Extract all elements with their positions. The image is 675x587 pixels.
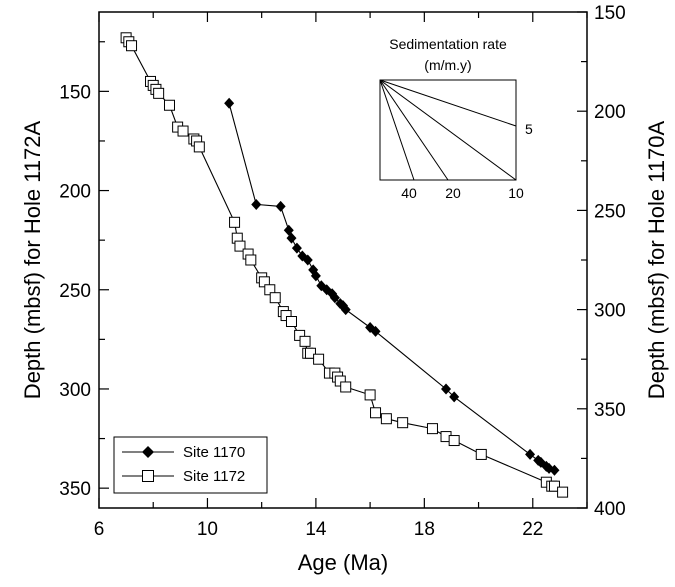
rate-line-20 [379,79,449,181]
data-point-site-1172 [126,40,138,52]
legend-label-site-1172: Site 1172 [183,468,245,485]
data-point-site-1170 [329,292,340,304]
x-tick-label: 10 [197,519,218,540]
y-left-tick-label: 300 [59,380,91,401]
data-point-site-1170 [275,200,286,212]
data-point-site-1172 [370,407,382,419]
data-point-site-1172 [364,389,376,401]
series-line-site-1172 [125,37,563,493]
inset-title-line2: (m/m.y) [424,57,471,73]
rate-label-10: 10 [508,185,524,201]
data-point-site-1172 [380,413,392,425]
y-right-tick-label: 250 [594,201,626,222]
data-point-site-1170 [340,304,351,316]
y-right-tick-label: 300 [594,301,626,322]
sedimentation-rate-inset: Sedimentation rate (m/m.y) 5 40 20 10 [379,36,533,201]
data-point-site-1170 [549,464,560,476]
data-point-site-1170 [224,97,235,109]
rate-line-40 [379,79,415,181]
series-layer [120,32,569,498]
data-point-site-1172 [397,417,409,429]
rate-label-5: 5 [525,121,533,137]
data-point-site-1172 [548,480,560,492]
y-right-tick-label: 350 [594,400,626,421]
y-left-tick-label: 250 [59,281,91,302]
data-point-site-1170 [310,270,321,282]
data-point-site-1170 [251,198,262,210]
y-right-tick-label: 400 [594,499,626,520]
data-point-site-1172 [304,347,316,359]
data-point-site-1172 [245,254,257,266]
data-point-site-1172 [313,353,325,365]
data-point-site-1172 [177,125,189,137]
data-point-site-1170 [370,325,381,337]
x-axis-label: Age (Ma) [298,550,388,575]
data-point-site-1170 [449,391,460,403]
data-point-site-1170 [441,383,452,395]
x-tick-label: 6 [94,519,105,540]
data-point-site-1172 [234,240,246,252]
data-point-site-1172 [163,99,175,111]
data-point-site-1172 [426,423,438,435]
y-axis-label-left: Depth (mbsf) for Hole 1172A [20,120,45,399]
y-left-tick-label: 200 [59,182,91,203]
data-point-site-1172 [475,448,487,460]
y-left-tick-label: 350 [59,479,91,500]
inset-title-line1: Sedimentation rate [389,36,507,52]
legend-marker-site-1170 [142,446,154,458]
x-tick-label: 18 [414,519,435,540]
legend: Site 1170 Site 1172 [113,436,268,494]
data-point-site-1172 [340,381,352,393]
data-point-site-1172 [557,486,569,498]
data-point-site-1170 [302,254,313,266]
rate-line-10 [379,79,517,181]
axis-ticks: 6 10 14 18 22 150 200 250 300 350 150 200 250 300 350 4… [59,3,625,540]
data-point-site-1170 [291,242,302,254]
data-point-site-1172 [299,335,311,347]
x-tick-label: 14 [305,519,327,540]
data-point-site-1170 [525,448,536,460]
rate-label-20: 20 [445,185,461,201]
data-point-site-1172 [269,292,281,304]
data-point-site-1170 [286,232,297,244]
legend-label-site-1170: Site 1170 [183,444,245,461]
y-axis-label-right: Depth (mbsf) for Hole 1170A [644,120,669,399]
data-point-site-1172 [193,141,205,153]
y-right-tick-label: 200 [594,102,626,123]
rate-line-5 [379,79,517,127]
data-point-site-1172 [448,435,460,447]
data-point-site-1172 [229,216,241,228]
rate-label-40: 40 [401,185,417,201]
data-point-site-1172 [153,87,165,99]
x-tick-label: 22 [522,519,543,540]
data-point-site-1172 [285,316,297,328]
y-left-tick-label: 150 [59,82,91,103]
y-right-tick-label: 150 [594,3,626,24]
legend-frame [113,436,268,494]
legend-marker-site-1172 [142,470,154,482]
plot-frame [98,11,588,509]
